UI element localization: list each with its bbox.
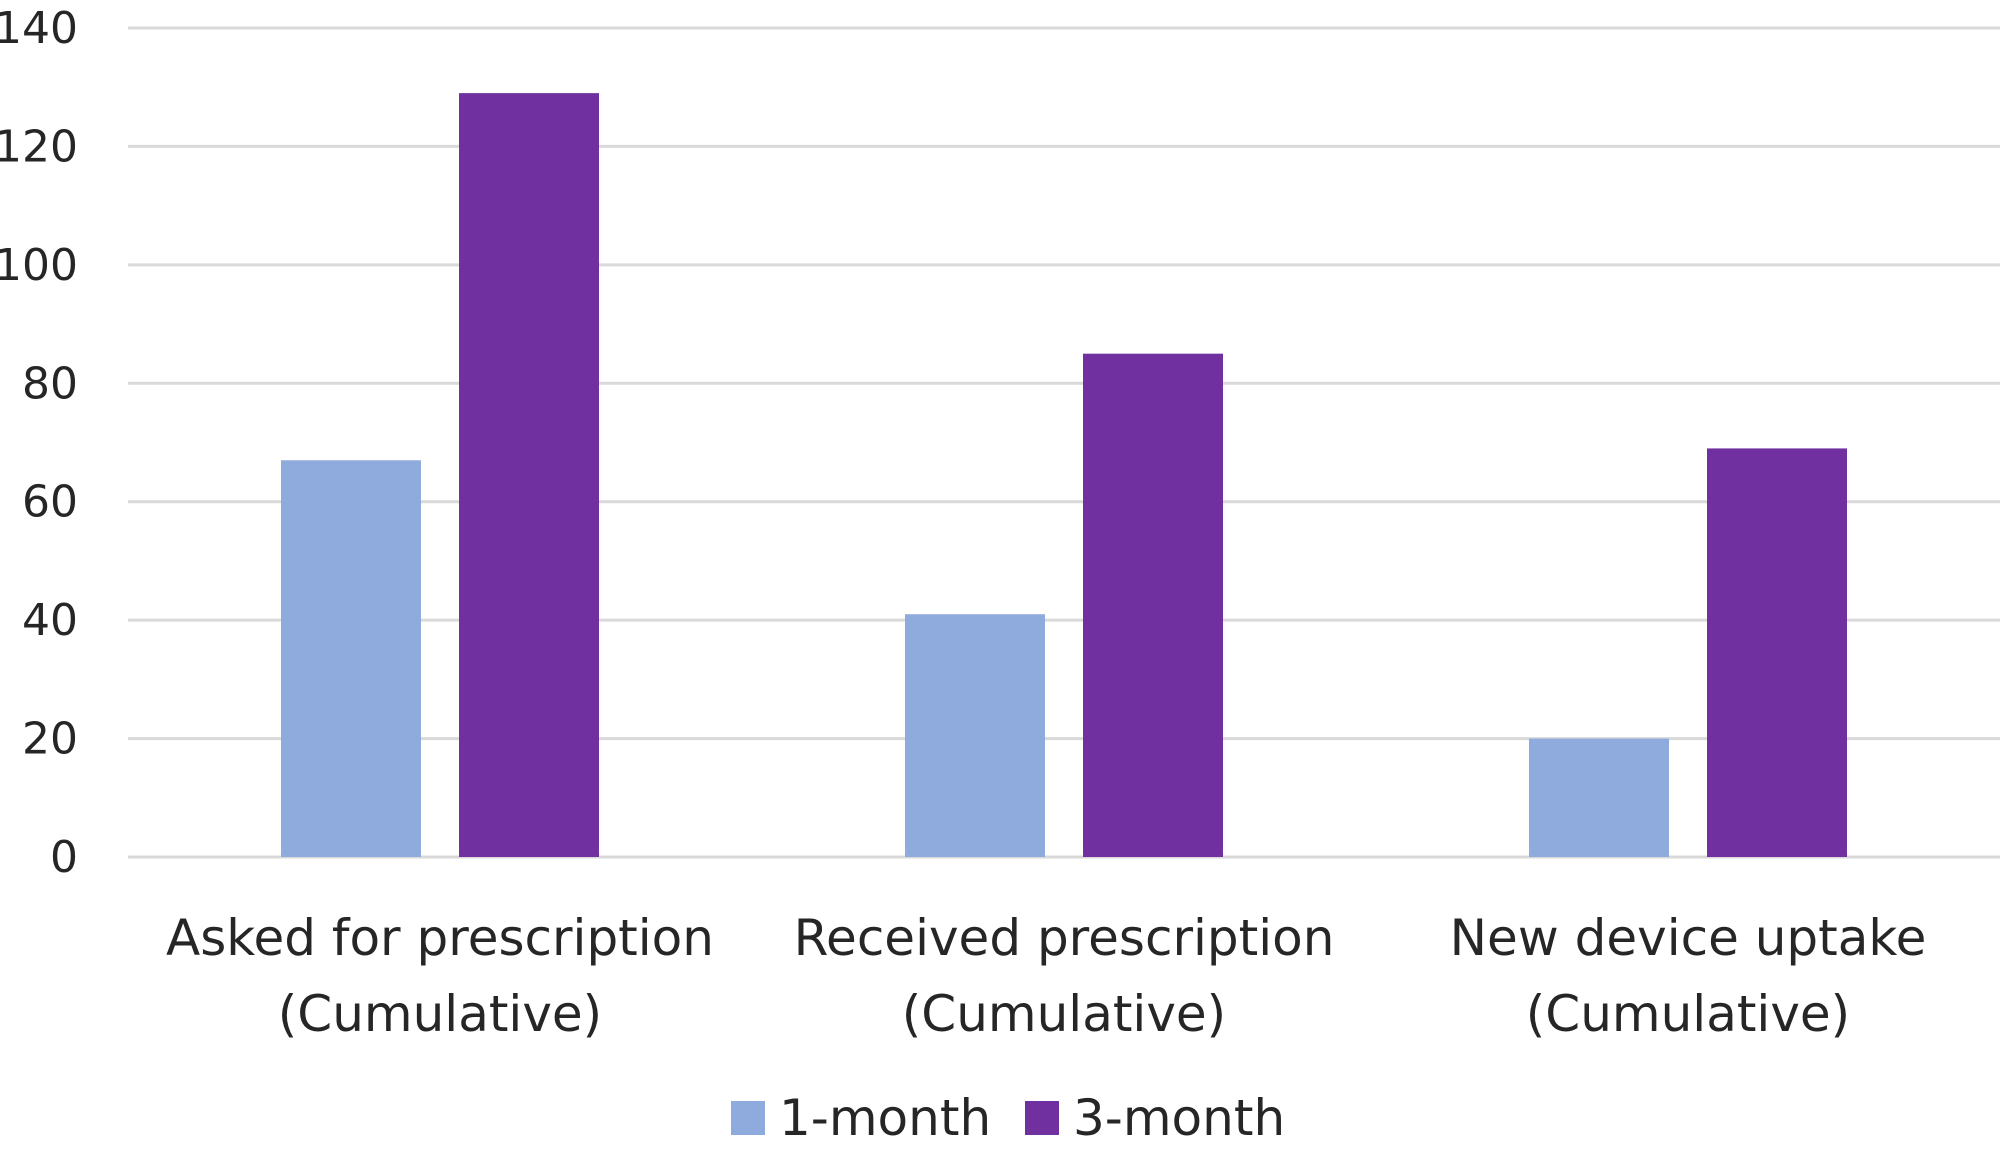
x-category-label: (Cumulative) (902, 985, 1226, 1043)
y-tick-label: 0 (50, 832, 78, 883)
y-tick-label: 60 (22, 477, 78, 528)
bar-1-month-3 (1529, 738, 1669, 857)
x-category-label: (Cumulative) (1526, 985, 1850, 1043)
y-tick-label: 80 (22, 358, 78, 409)
y-tick-label: 120 (0, 121, 78, 172)
bar-3-month-2 (1083, 353, 1223, 857)
bars (281, 93, 1847, 857)
x-axis-category-labels: Asked for prescription (Cumulative) Receiv… (166, 909, 1926, 1043)
x-category-label: Asked for prescription (166, 909, 714, 967)
y-tick-label: 100 (0, 240, 78, 291)
bar-3-month-1 (459, 93, 599, 857)
bar-1-month-2 (905, 614, 1045, 857)
x-category-label: Received prescription (794, 909, 1335, 967)
legend-swatch (731, 1101, 765, 1135)
legend-label: 3-month (1073, 1089, 1285, 1147)
bar-3-month-3 (1707, 448, 1847, 857)
bar-1-month-1 (281, 460, 421, 857)
gridlines (128, 26, 2000, 859)
y-tick-label: 20 (22, 714, 78, 765)
y-tick-label: 40 (22, 595, 78, 646)
x-category-label: New device uptake (1450, 909, 1927, 967)
y-tick-label: 140 (0, 3, 78, 54)
legend-label: 1-month (779, 1089, 991, 1147)
x-category-label: (Cumulative) (278, 985, 602, 1043)
legend-swatch (1025, 1101, 1059, 1135)
y-axis-tick-labels: 0 20 40 60 80 100 120 140 (0, 3, 78, 883)
legend: 1-month 3-month (731, 1089, 1285, 1147)
